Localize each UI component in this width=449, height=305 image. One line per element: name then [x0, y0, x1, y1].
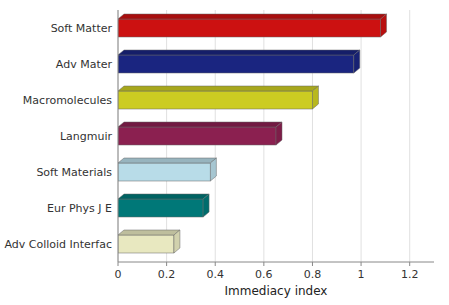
bar-side	[381, 14, 387, 37]
bar-group	[118, 158, 216, 181]
bar-side	[174, 230, 180, 253]
tick-label: 0.6	[255, 268, 273, 281]
grid	[118, 10, 410, 262]
tick-label: 0	[115, 268, 122, 281]
tick-label: Adv Mater	[56, 58, 113, 71]
bar	[118, 235, 174, 253]
bar-top	[118, 14, 387, 19]
bar	[118, 19, 381, 37]
tick-label: 0.4	[206, 268, 224, 281]
bar-top	[118, 230, 180, 235]
grid-line	[118, 10, 119, 262]
bar-side	[354, 50, 360, 73]
bars	[118, 14, 387, 253]
bar-group	[118, 230, 180, 253]
tick-mark	[166, 262, 167, 266]
grid-line	[312, 10, 313, 262]
bar-group	[118, 122, 282, 145]
tick-label: 1	[358, 268, 365, 281]
tick-label: Soft Materials	[36, 166, 112, 179]
bar-group	[118, 50, 360, 73]
bar-side	[203, 194, 209, 217]
x-axis-line	[118, 262, 434, 263]
tick-label: 0.2	[158, 268, 176, 281]
grid-line	[361, 10, 362, 262]
bar-top	[118, 86, 318, 91]
x-ticks: 0 0.2 0.4 0.6 0.8 1 1.2	[115, 262, 419, 281]
bar-side	[276, 122, 282, 145]
tick-label: Soft Matter	[51, 22, 113, 35]
bar	[118, 91, 312, 109]
bar-top	[118, 158, 216, 163]
tick-label: 1.2	[401, 268, 419, 281]
tick-label: Langmuir	[60, 130, 113, 143]
bar-top	[118, 122, 282, 127]
tick-mark	[118, 262, 119, 266]
bar	[118, 127, 276, 145]
bar-group	[118, 14, 387, 37]
tick-label: Eur Phys J E	[47, 202, 112, 215]
chart: 0 0.2 0.4 0.6 0.8 1 1.2 Adv Colloid Interfac Eur…	[0, 0, 449, 305]
bar-top	[118, 50, 360, 55]
y-ticks: Adv Colloid Interfac Eur Phys J E Soft Mat…	[4, 22, 112, 251]
bar	[118, 199, 203, 217]
bar	[118, 163, 210, 181]
tick-mark	[312, 262, 313, 266]
bar-top	[118, 194, 209, 199]
bar-side	[312, 86, 318, 109]
tick-mark	[263, 262, 264, 266]
grid-line	[409, 10, 410, 262]
tick-label: Macromolecules	[23, 94, 112, 107]
tick-mark	[409, 262, 410, 266]
x-axis-label: Immediacy index	[225, 284, 328, 298]
tick-label: 0.8	[304, 268, 322, 281]
tick-mark	[215, 262, 216, 266]
bar-group	[118, 86, 318, 109]
bar	[118, 55, 354, 73]
bar-side	[210, 158, 216, 181]
tick-mark	[361, 262, 362, 266]
bar-group	[118, 194, 209, 217]
y-axis-line	[118, 10, 119, 262]
tick-label: Adv Colloid Interfac	[4, 238, 112, 251]
